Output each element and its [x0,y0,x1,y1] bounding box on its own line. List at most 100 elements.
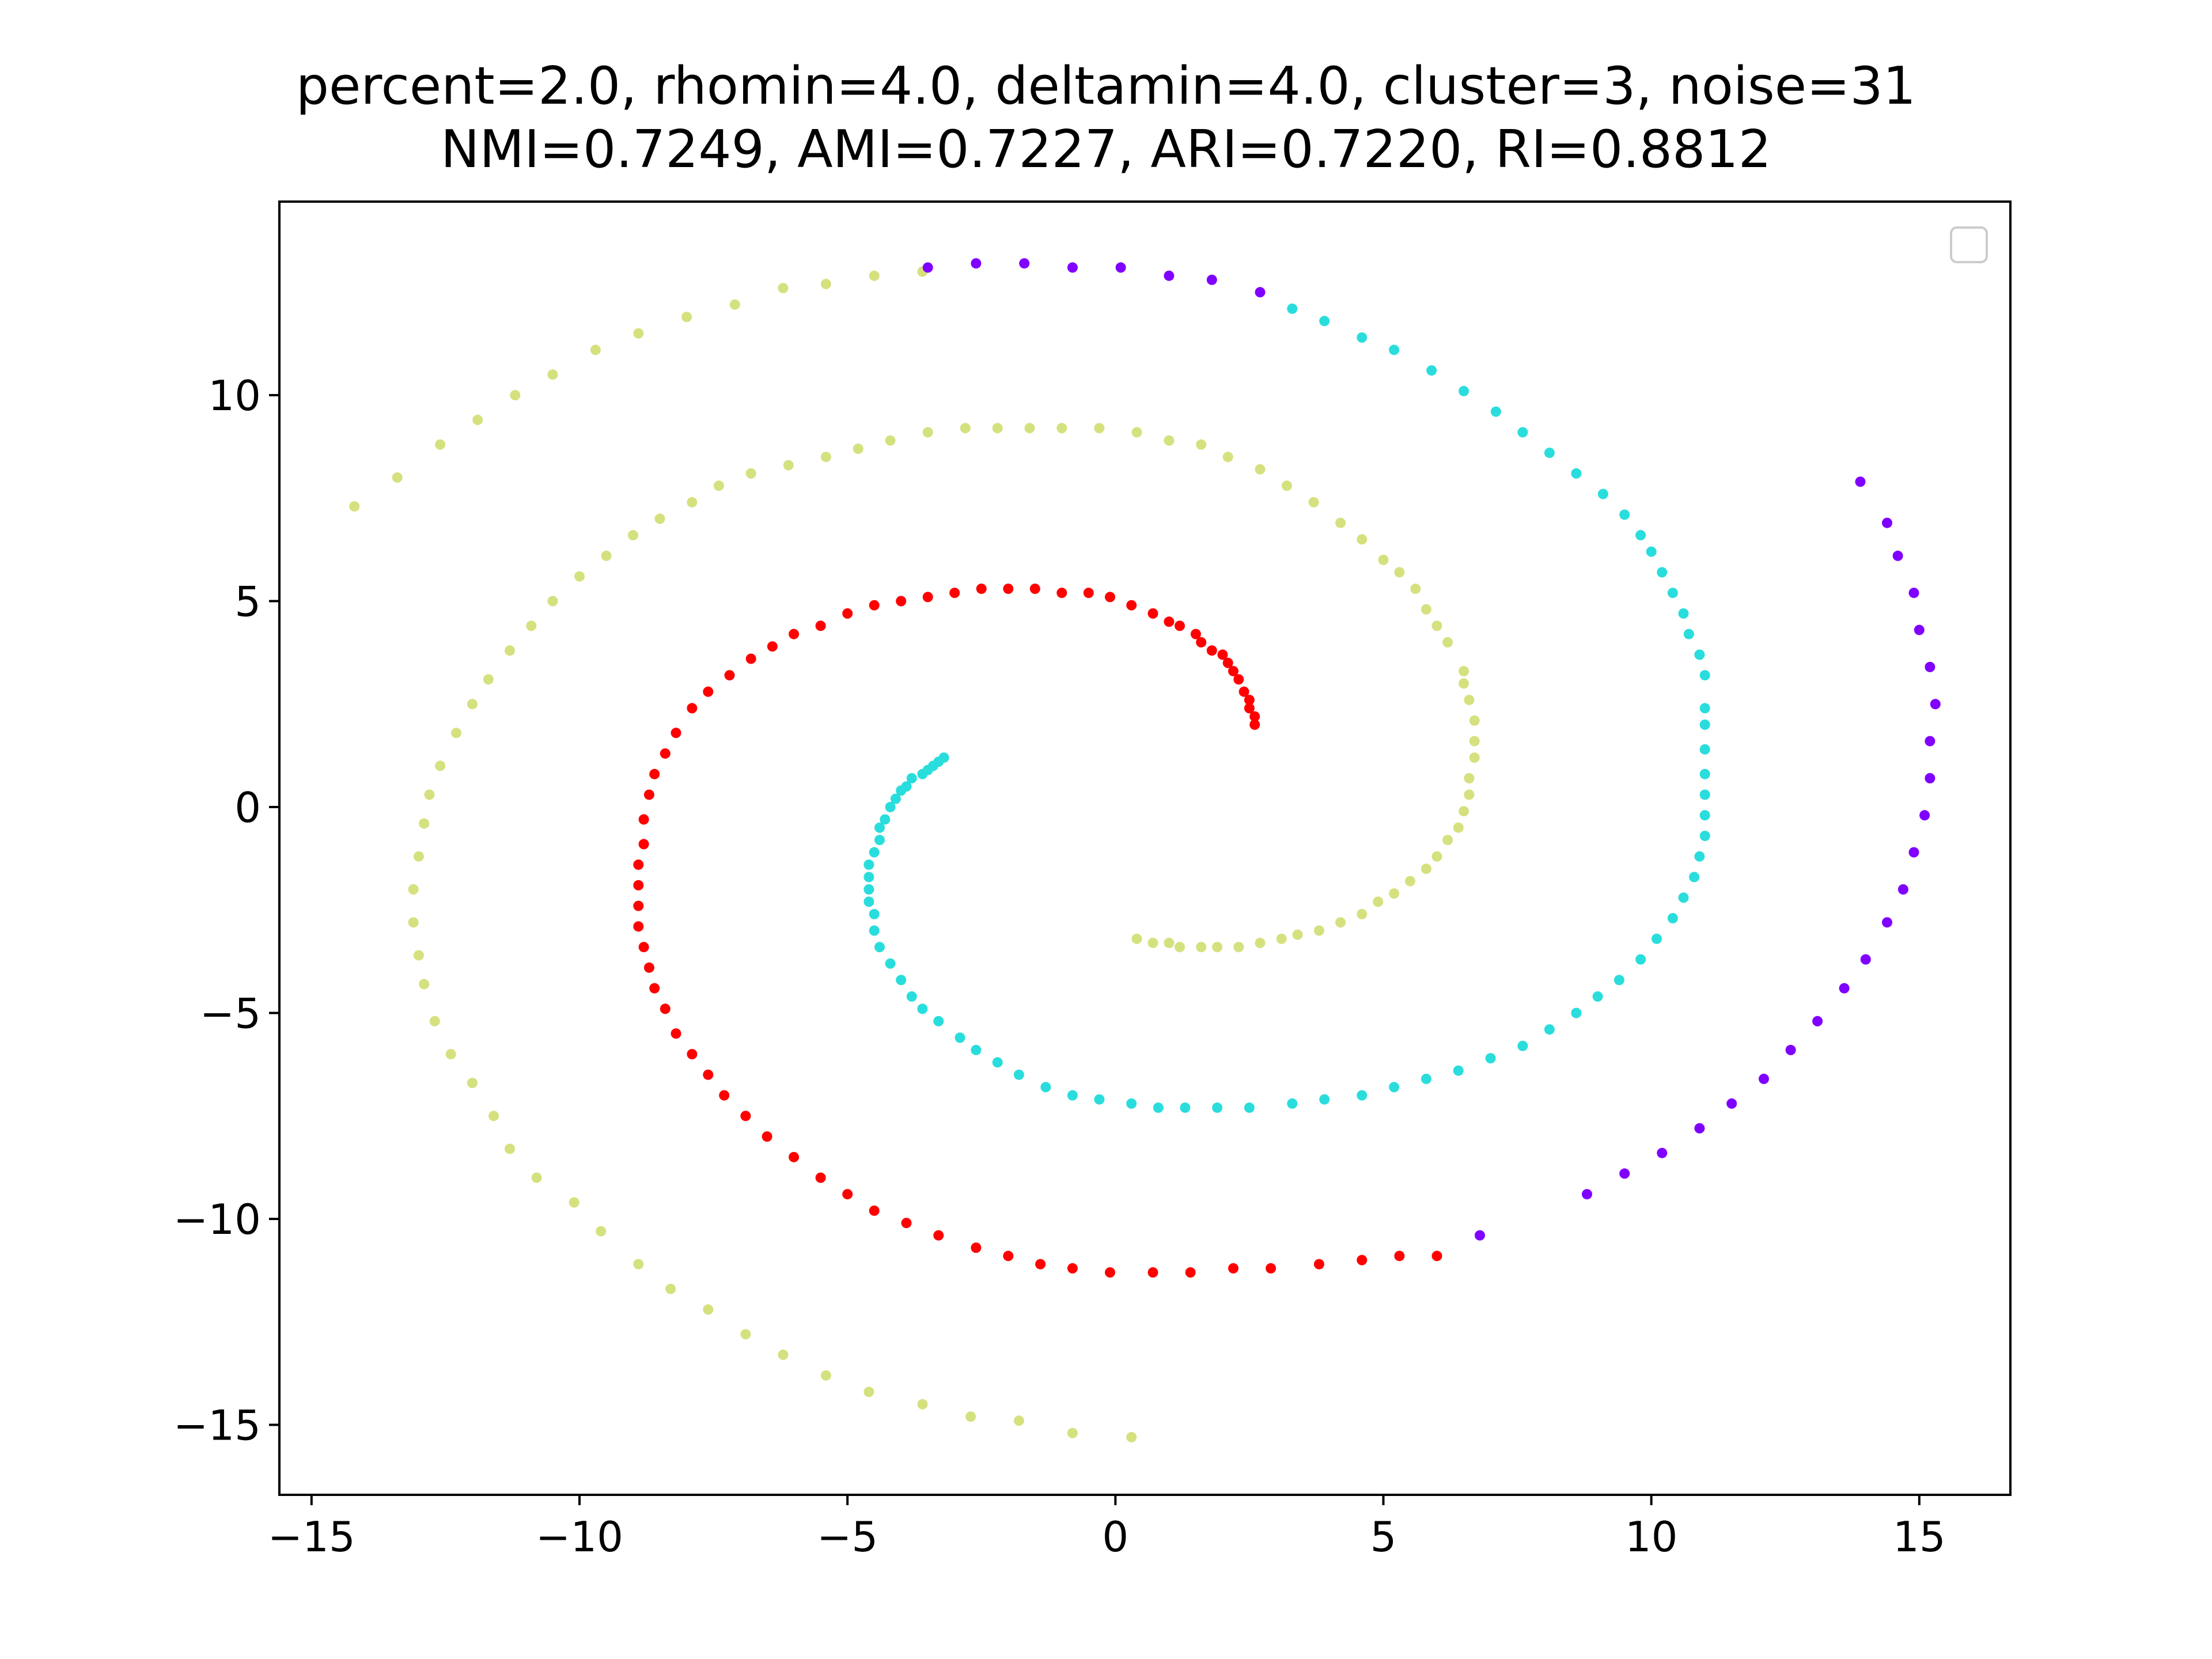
data-point-g1-66 [1678,608,1689,619]
data-point-g2-94 [1126,1431,1137,1442]
data-point-g3-19 [1897,884,1908,895]
data-point-g0-44 [638,942,649,953]
data-point-g2-103 [547,369,558,380]
data-point-g2-48 [960,423,971,434]
data-point-g2-66 [451,728,461,738]
data-point-g2-108 [349,501,360,512]
data-point-g1-25 [933,1016,944,1027]
x-tick-label: 10 [1625,1513,1678,1561]
data-point-g1-21 [885,958,896,969]
data-point-g1-12 [874,835,885,846]
data-point-g1-9 [885,802,896,812]
data-point-g2-20 [1459,806,1469,817]
data-point-g2-99 [729,299,740,310]
data-point-g1-8 [890,793,901,804]
data-point-g0-62 [1035,1259,1046,1270]
data-point-g1-68 [1657,567,1668,578]
data-point-g2-88 [820,1370,831,1381]
data-point-g2-10 [1313,925,1324,936]
data-point-g2-98 [778,283,789,294]
data-point-g0-30 [745,653,756,664]
y-axis: −15 −10 −5 0 5 10 [173,372,279,1449]
data-point-g1-45 [1517,1040,1528,1051]
data-point-g2-6 [1233,942,1244,953]
data-point-g2-18 [1442,835,1453,846]
data-point-g1-46 [1544,1024,1555,1035]
data-point-g2-37 [1308,497,1319,507]
data-point-g1-60 [1699,744,1710,755]
data-point-g0-49 [687,1049,698,1059]
chart-title-line-2: NMI=0.7249, AMI=0.7227, ARI=0.7220, RI=0… [441,119,1771,180]
data-point-g3-4 [1115,262,1126,273]
data-point-g2-50 [885,435,896,446]
data-point-g1-74 [1544,448,1555,459]
x-tick-label: 15 [1893,1513,1946,1561]
data-point-g0-7 [1222,657,1233,668]
data-point-g2-26 [1464,695,1475,706]
data-point-g0-58 [901,1218,912,1229]
data-point-g0-45 [643,962,654,973]
data-point-g2-34 [1378,555,1389,565]
data-point-g2-82 [596,1226,607,1237]
data-point-g2-44 [1094,423,1105,434]
data-point-g2-84 [665,1283,676,1294]
data-point-g2-90 [917,1399,928,1410]
data-point-g3-27 [1694,1123,1705,1134]
data-point-g3-15 [1925,736,1936,747]
data-point-g0-68 [1266,1263,1277,1274]
data-point-g3-3 [1067,262,1078,273]
data-point-g1-37 [1244,1102,1255,1113]
data-point-g3-24 [1785,1044,1796,1055]
data-point-g2-46 [1024,423,1035,434]
data-point-g0-3 [1244,695,1255,706]
data-point-g2-77 [467,1078,478,1088]
data-point-g0-61 [1003,1251,1014,1262]
data-point-g2-55 [713,480,724,491]
data-point-g2-89 [863,1387,874,1397]
data-points [349,258,1941,1442]
data-point-g2-60 [574,571,585,582]
data-point-g0-23 [922,592,933,603]
data-point-g3-23 [1812,1016,1823,1027]
data-point-g0-50 [703,1069,714,1080]
data-point-g2-80 [531,1172,542,1183]
data-point-g0-55 [815,1172,826,1183]
data-point-g0-32 [703,686,714,697]
x-tick-label: −5 [817,1513,878,1561]
data-point-g1-69 [1646,546,1657,557]
data-point-g1-27 [971,1044,982,1055]
data-point-g3-14 [1930,699,1941,710]
data-point-g2-107 [392,472,403,483]
data-point-g0-46 [649,983,660,994]
data-point-g1-76 [1490,406,1501,417]
data-point-g2-19 [1453,822,1464,833]
data-point-g0-14 [1147,608,1158,619]
data-point-g0-33 [687,703,698,714]
data-point-g1-30 [1040,1082,1051,1093]
data-point-g0-27 [815,620,826,631]
data-point-g2-33 [1394,567,1405,578]
data-point-g1-67 [1667,588,1678,599]
data-point-g0-20 [1003,584,1014,594]
data-point-g1-23 [906,991,917,1002]
data-point-g0-59 [933,1230,944,1241]
data-point-g0-25 [869,600,880,611]
data-point-g1-48 [1592,991,1603,1002]
data-point-g3-31 [1475,1230,1485,1241]
data-point-g2-85 [703,1304,714,1315]
data-point-g2-76 [445,1049,456,1059]
data-point-g2-12 [1357,908,1368,919]
data-point-g3-8 [1855,476,1866,487]
data-point-g3-2 [1019,258,1030,269]
data-point-g3-28 [1657,1147,1668,1158]
data-point-g2-31 [1421,604,1431,615]
data-point-g2-22 [1464,773,1475,783]
data-point-g2-24 [1469,736,1480,747]
data-point-g0-65 [1147,1267,1158,1278]
data-point-g0-24 [896,596,907,607]
data-point-g0-36 [649,768,660,779]
data-point-g2-14 [1389,888,1400,899]
data-point-g1-35 [1180,1102,1191,1113]
data-point-g1-77 [1459,385,1469,396]
data-point-g2-59 [601,550,612,561]
